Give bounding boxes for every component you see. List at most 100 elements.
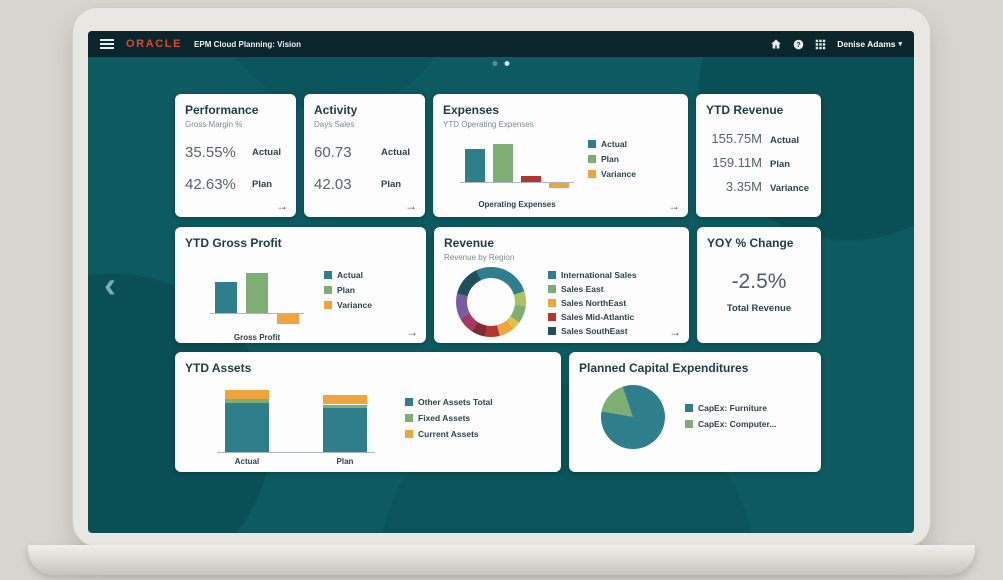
bar-actual — [215, 281, 237, 314]
legend-swatch — [324, 301, 333, 309]
stack-segment-Actual-green — [225, 399, 269, 404]
metric-value: 35.55% — [185, 144, 236, 161]
bar-variance-pos — [521, 176, 541, 183]
legend-label: Sales Mid-Atlantic — [561, 312, 635, 322]
card-revenue: Revenue Revenue by Region International … — [434, 227, 689, 343]
category-label: Plan — [336, 457, 354, 466]
metric-label: Actual — [770, 135, 800, 146]
legend-item[interactable]: Sales East — [548, 284, 637, 294]
legend-label: Current Assets — [418, 429, 479, 439]
legend-swatch — [588, 155, 597, 163]
category-label: Actual — [234, 457, 260, 466]
legend-swatch — [548, 271, 556, 279]
home-icon[interactable] — [770, 38, 782, 50]
metric-label: Actual — [381, 147, 411, 158]
legend-item[interactable]: Current Assets — [405, 429, 493, 439]
stack-segment-Actual-teal — [225, 403, 269, 452]
legend-label: Sales SouthEast — [561, 326, 628, 336]
revenue-donut-chart[interactable] — [456, 267, 526, 337]
metric-row: 60.73 Actual — [314, 144, 415, 161]
legend-item[interactable]: CapEx: Furniture — [685, 403, 776, 413]
metric-row: 3.35M Variance — [706, 179, 811, 194]
metric-row: 159.11M Plan — [706, 155, 811, 170]
drill-arrow-icon[interactable]: → — [668, 199, 680, 213]
legend-label: CapEx: Computer... — [698, 419, 777, 429]
metric-row: 35.55% Actual — [185, 144, 286, 161]
metric-label: Plan — [770, 159, 791, 170]
menu-icon[interactable] — [100, 39, 114, 49]
gross-profit-bar-chart[interactable] — [210, 258, 304, 328]
chevron-down-icon: ▾ — [898, 41, 902, 48]
assets-stacked-bar-chart[interactable] — [217, 385, 375, 453]
yoy-value: -2.5% — [731, 270, 787, 293]
metric-value: 60.73 — [314, 144, 352, 161]
x-axis — [217, 452, 375, 453]
legend-item[interactable]: Variance — [324, 300, 372, 310]
card-activity: Activity Days Sales 60.73 Actual 42.03 P… — [304, 94, 425, 217]
card-subtitle: Days Sales — [314, 120, 355, 129]
card-title: Planned Capital Expenditures — [579, 361, 749, 375]
info-icon[interactable]: ? — [793, 39, 804, 50]
legend-label: Actual — [337, 270, 363, 280]
carousel-prev-arrow[interactable]: ‹ — [104, 264, 116, 305]
metric-label: Plan — [381, 179, 402, 190]
stack-segment-Plan-green — [323, 404, 367, 409]
drill-arrow-icon[interactable]: → — [276, 199, 288, 213]
legend-item[interactable]: Plan — [588, 154, 636, 164]
app-title: EPM Cloud Planning: Vision — [194, 39, 302, 49]
legend-label: Plan — [337, 285, 355, 295]
drill-arrow-icon[interactable]: → — [669, 325, 681, 339]
card-title: Revenue — [444, 236, 495, 250]
user-name: Denise Adams — [837, 39, 896, 49]
metric-label: Variance — [770, 183, 810, 194]
legend-swatch — [685, 420, 693, 428]
drill-arrow-icon[interactable]: → — [405, 199, 417, 213]
legend-item[interactable]: International Sales — [548, 270, 637, 280]
legend-item[interactable]: CapEx: Computer... — [685, 419, 776, 429]
metric-value: 159.11M — [712, 155, 762, 170]
legend-item[interactable]: Sales Mid-Atlantic — [548, 312, 637, 322]
carousel-dot-2[interactable] — [504, 61, 510, 66]
legend-item[interactable]: Actual — [588, 139, 636, 149]
metric-row: 42.03 Plan — [314, 176, 415, 193]
user-menu[interactable]: Denise Adams ▾ — [837, 39, 902, 49]
card-ytd-gross-profit: YTD Gross Profit Gross Profit Actual Plan… — [175, 227, 426, 343]
card-planned-capex: Planned Capital Expenditures CapEx: Furn… — [569, 352, 821, 472]
legend-swatch — [548, 299, 556, 307]
legend-swatch — [324, 286, 333, 294]
legend-swatch — [548, 313, 556, 321]
gross-profit-legend: Actual Plan Variance — [324, 270, 372, 342]
svg-text:?: ? — [797, 41, 801, 48]
card-title: Expenses — [443, 103, 500, 117]
legend-item[interactable]: Other Assets Total — [405, 397, 493, 407]
card-title: YOY % Change — [707, 236, 794, 250]
drill-arrow-icon[interactable]: → — [406, 325, 418, 339]
legend-label: Variance — [601, 169, 636, 179]
capex-pie-chart[interactable] — [601, 385, 665, 449]
metric-value: 42.63% — [185, 176, 236, 193]
card-subtitle: Gross Margin % — [185, 120, 243, 129]
metric-label: Actual — [252, 147, 282, 158]
legend-label: Fixed Assets — [418, 413, 471, 423]
legend-item[interactable]: Fixed Assets — [405, 413, 493, 423]
x-axis — [460, 182, 574, 183]
carousel-dot-1[interactable] — [492, 61, 498, 66]
card-title: YTD Revenue — [706, 103, 784, 117]
capex-legend: CapEx: Furniture CapEx: Computer... — [685, 403, 776, 449]
card-title: YTD Gross Profit — [185, 236, 282, 250]
legend-label: Actual — [601, 139, 627, 149]
apps-grid-icon[interactable] — [815, 39, 826, 50]
header-actions: ? Denise Adams ▾ — [770, 38, 902, 50]
legend-item[interactable]: Sales NorthEast — [548, 298, 637, 308]
legend-item[interactable]: Plan — [324, 285, 372, 295]
legend-swatch — [588, 170, 597, 178]
metric-label: Plan — [252, 179, 273, 190]
card-title: YTD Assets — [185, 361, 252, 375]
oracle-logo: ORACLE — [126, 38, 183, 50]
legend-item[interactable]: Variance — [588, 169, 636, 179]
card-subtitle: Revenue by Region — [444, 253, 515, 262]
legend-item[interactable]: Actual — [324, 270, 372, 280]
card-ytd-revenue: YTD Revenue 155.75M Actual 159.11M Plan … — [696, 94, 821, 217]
legend-item[interactable]: Sales SouthEast — [548, 326, 637, 336]
expenses-bar-chart[interactable] — [460, 137, 574, 195]
